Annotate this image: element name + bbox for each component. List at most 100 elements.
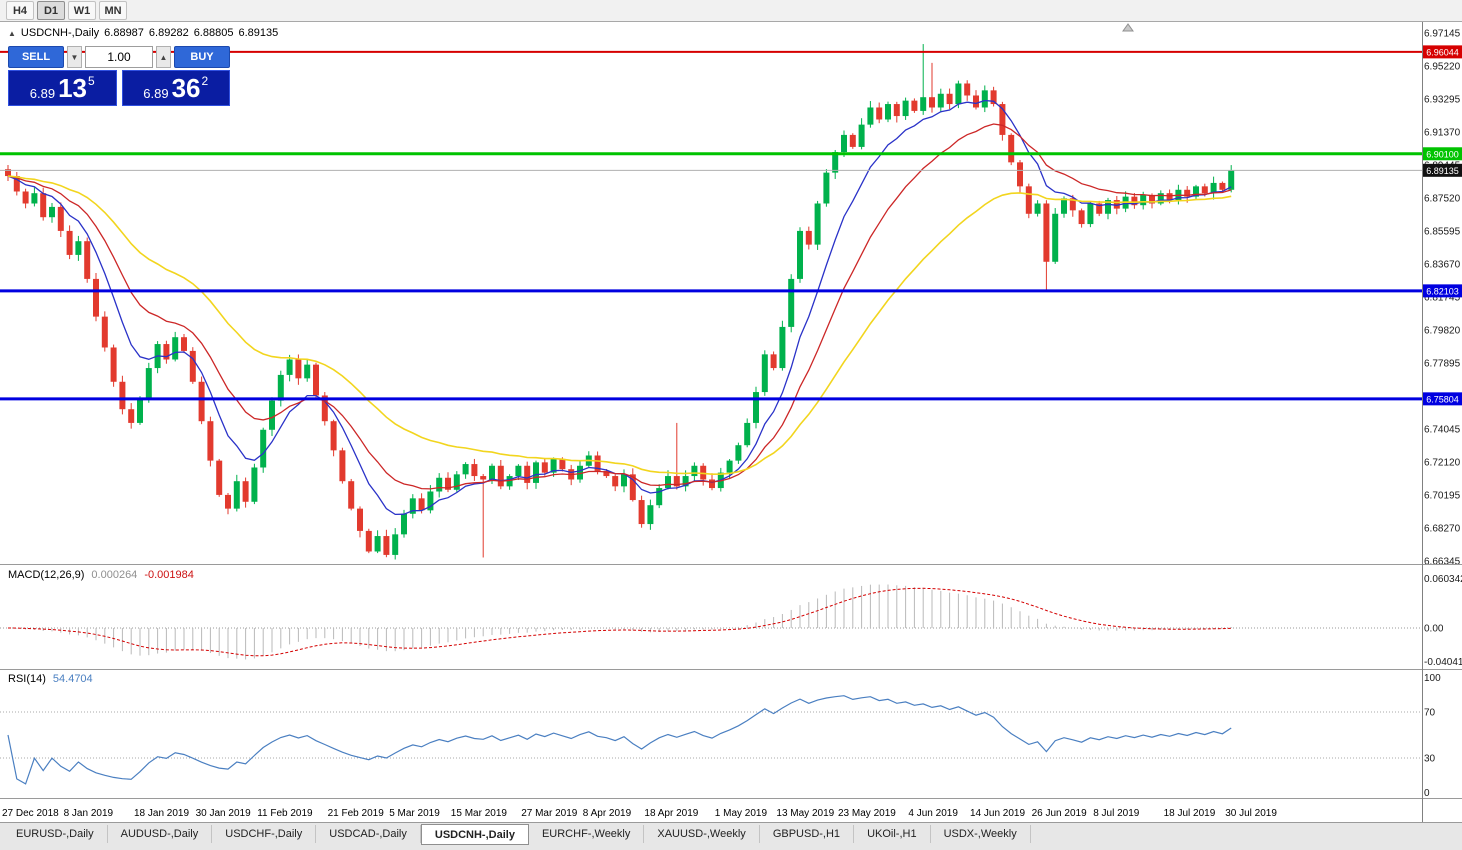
buy-price-point: 2 [201, 74, 209, 88]
svg-text:0.00: 0.00 [1424, 624, 1444, 635]
tab-xauusd-weekly[interactable]: XAUUSD-,Weekly [644, 825, 760, 843]
tab-usdcad-daily[interactable]: USDCAD-,Daily [316, 825, 421, 843]
macd-name: MACD(12,26,9) [8, 569, 85, 581]
date-axis[interactable]: 27 Dec 2018 8 Jan 2019 18 Jan 2019 30 Jan 2… [2, 808, 1277, 819]
timeframe-toolbar: H4 D1 W1 MN [0, 0, 1462, 22]
svg-text:6.89135: 6.89135 [1426, 166, 1459, 176]
date-label: 4 Jun 2019 [908, 808, 958, 819]
date-label: 5 Mar 2019 [389, 808, 440, 819]
sell-button[interactable]: SELL [8, 46, 64, 68]
sell-price-point: 5 [88, 74, 95, 88]
macd-signal-value: -0.001984 [144, 569, 194, 581]
price-axis[interactable]: 6.971456.952206.932956.913706.894456.875… [1424, 29, 1461, 568]
svg-text:30: 30 [1424, 754, 1436, 765]
date-label: 18 Jul 2019 [1164, 808, 1216, 819]
svg-text:6.79820: 6.79820 [1424, 326, 1461, 337]
date-label: 27 Mar 2019 [521, 808, 578, 819]
one-click-trading-panel: SELL ▼ ▲ BUY 6.89 13 5 6.89 36 2 [8, 46, 230, 106]
macd-layer [0, 584, 1422, 660]
macd-indicator-label: MACD(12,26,9) 0.000264 -0.001984 [8, 569, 194, 581]
date-label: 30 Jul 2019 [1225, 808, 1277, 819]
svg-text:6.83670: 6.83670 [1424, 260, 1461, 271]
svg-text:6.95220: 6.95220 [1424, 62, 1461, 73]
sell-price-box[interactable]: 6.89 13 5 [8, 70, 117, 106]
lot-size-input[interactable] [85, 46, 153, 68]
svg-text:6.74045: 6.74045 [1424, 425, 1461, 436]
window-tabs-bar: EURUSD-,Daily AUDUSD-,Daily USDCHF-,Daily U… [0, 822, 1462, 850]
timeframe-button-w1[interactable]: W1 [68, 1, 96, 20]
ohlc-high: 6.89282 [148, 27, 189, 39]
chart-symbol-label: USDCNH-,Daily [20, 27, 100, 39]
tab-gbpusd-h1[interactable]: GBPUSD-,H1 [760, 825, 855, 843]
svg-text:6.96044: 6.96044 [1426, 47, 1459, 57]
tab-audusd-daily[interactable]: AUDUSD-,Daily [108, 825, 213, 843]
svg-text:6.81745: 6.81745 [1424, 293, 1461, 304]
rsi-name: RSI(14) [8, 673, 46, 685]
svg-text:100: 100 [1424, 673, 1441, 684]
svg-text:6.90100: 6.90100 [1426, 149, 1459, 159]
date-label: 27 Dec 2018 [2, 808, 59, 819]
svg-text:6.85595: 6.85595 [1424, 227, 1461, 238]
date-label: 21 Feb 2019 [328, 808, 385, 819]
buy-button[interactable]: BUY [174, 46, 230, 68]
date-label: 13 May 2019 [776, 808, 834, 819]
ohlc-open: 6.88987 [104, 27, 144, 39]
date-label: 15 Mar 2019 [451, 808, 508, 819]
svg-text:6.82103: 6.82103 [1426, 286, 1459, 296]
svg-text:6.72120: 6.72120 [1424, 458, 1461, 469]
date-label: 23 May 2019 [838, 808, 896, 819]
buy-price-box[interactable]: 6.89 36 2 [121, 70, 230, 106]
lot-increase-icon[interactable]: ▲ [156, 46, 171, 68]
lot-decrease-icon[interactable]: ▼ [67, 46, 82, 68]
candlestick-layer [5, 44, 1235, 560]
svg-text:70: 70 [1424, 708, 1436, 719]
svg-text:6.87520: 6.87520 [1424, 194, 1461, 205]
date-label: 26 Jun 2019 [1032, 808, 1087, 819]
tab-eurusd-daily[interactable]: EURUSD-,Daily [3, 825, 108, 843]
buy-price-pips: 36 [171, 73, 201, 103]
chart-shift-marker-icon[interactable] [1122, 23, 1134, 32]
sell-price-figure: 6.89 [29, 86, 56, 101]
buy-price-figure: 6.89 [143, 86, 169, 101]
rsi-layer [0, 695, 1422, 785]
svg-text:6.91370: 6.91370 [1424, 128, 1461, 139]
tab-usdx-weekly[interactable]: USDX-,Weekly [931, 825, 1031, 843]
date-label: 18 Apr 2019 [644, 808, 698, 819]
one-click-price-row: 6.89 13 5 6.89 36 2 [8, 70, 230, 106]
ohlc-close: 6.89135 [238, 27, 279, 39]
date-label: 18 Jan 2019 [134, 808, 189, 819]
rsi-indicator-label: RSI(14) 54.4704 [8, 673, 93, 685]
date-label: 14 Jun 2019 [970, 808, 1025, 819]
timeframe-button-d1[interactable]: D1 [37, 1, 65, 20]
svg-text:6.66345: 6.66345 [1424, 557, 1461, 568]
tab-usdcnh-daily[interactable]: USDCNH-,Daily [420, 824, 529, 845]
chart-marker-icon: ▲ [8, 28, 16, 38]
tab-usdchf-daily[interactable]: USDCHF-,Daily [212, 825, 317, 843]
date-label: 1 May 2019 [715, 808, 768, 819]
tab-ukoil-h1[interactable]: UKOil-,H1 [854, 825, 931, 843]
rsi-value: 54.4704 [52, 673, 93, 685]
date-label: 8 Apr 2019 [583, 808, 632, 819]
svg-text:-0.040415: -0.040415 [1424, 657, 1462, 668]
ohlc-low: 6.88805 [193, 27, 234, 39]
moving-average-16 [7, 123, 1232, 490]
svg-text:0.060342: 0.060342 [1424, 574, 1462, 585]
sell-price-pips: 13 [58, 73, 88, 103]
timeframe-button-h4[interactable]: H4 [6, 1, 34, 20]
svg-text:6.97145: 6.97145 [1424, 29, 1461, 40]
moving-average-34 [7, 175, 1232, 476]
svg-text:6.68270: 6.68270 [1424, 524, 1461, 535]
svg-text:6.77895: 6.77895 [1424, 359, 1461, 370]
tab-eurchf-weekly[interactable]: EURCHF-,Weekly [529, 825, 645, 843]
date-label: 11 Feb 2019 [257, 808, 313, 819]
timeframe-button-mn[interactable]: MN [99, 1, 127, 20]
svg-text:6.93295: 6.93295 [1424, 95, 1461, 106]
macd-main-value: 0.000264 [91, 569, 138, 581]
chart-title: ▲ USDCNH-,Daily 6.88987 6.89282 6.88805 … [8, 27, 278, 39]
chart-canvas[interactable]: 6.971456.952206.932956.913706.894456.875… [0, 22, 1462, 822]
date-label: 8 Jul 2019 [1093, 808, 1140, 819]
one-click-top-row: SELL ▼ ▲ BUY [8, 46, 230, 68]
svg-text:6.70195: 6.70195 [1424, 491, 1461, 502]
